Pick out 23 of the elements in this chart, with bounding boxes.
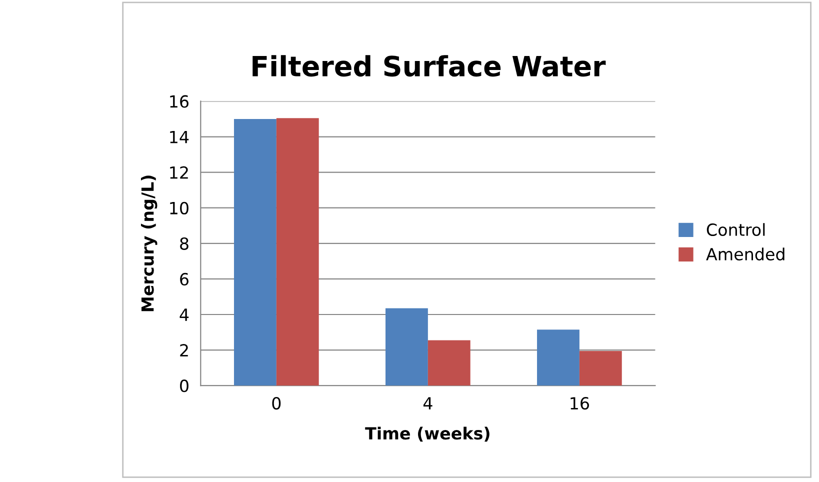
y-tick-label: 2 <box>180 344 188 356</box>
legend-label: Control <box>706 223 765 236</box>
x-axis-title: Time (weeks) <box>365 426 490 442</box>
y-tick-label: 14 <box>170 130 189 144</box>
y-tick-label: 8 <box>180 237 188 250</box>
x-tick-label: 4 <box>423 397 432 410</box>
y-tick-label: 16 <box>170 95 188 108</box>
y-tick-label: 4 <box>180 308 189 321</box>
bar <box>537 330 580 386</box>
y-tick-label: 10 <box>170 202 188 214</box>
y-axis-title: Mercury (ng/L) <box>140 176 158 312</box>
y-tick-label: 12 <box>170 166 188 179</box>
x-tick-label: 0 <box>272 397 281 410</box>
y-tick-label: 0 <box>180 380 188 392</box>
bar <box>386 308 428 386</box>
y-tick-label: 6 <box>180 272 188 286</box>
bar <box>234 118 276 386</box>
bar <box>579 350 622 386</box>
chart-title: Filtered Surface Water <box>252 55 606 77</box>
bar <box>428 340 470 386</box>
x-tick-label: 16 <box>570 397 589 410</box>
legend-label: Amended <box>706 248 784 260</box>
bar <box>276 118 319 386</box>
